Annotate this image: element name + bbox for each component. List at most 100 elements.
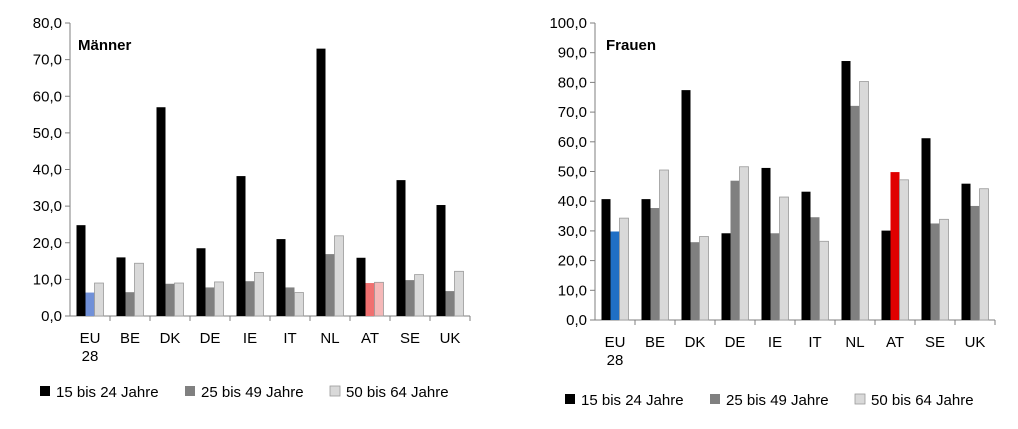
bar-25-bis-49-jahre-uk	[970, 205, 980, 320]
bar-25-bis-49-jahre-it	[810, 217, 820, 320]
x-tick-label-nl: NL	[845, 334, 864, 351]
bar-50-bis-64-jahre-be	[134, 262, 144, 317]
y-tick-label: 40,0	[558, 193, 587, 210]
bar-15-bis-24-jahre-nl	[841, 61, 851, 321]
bar-25-bis-49-jahre-dk	[690, 242, 700, 320]
bar-25-bis-49-jahre-de	[730, 180, 740, 320]
legend-swatch-15-bis-24-jahre	[565, 394, 575, 404]
bar-50-bis-64-jahre-dk	[699, 236, 709, 321]
y-tick-label: 80,0	[558, 74, 587, 91]
x-tick-label-it: IT	[808, 334, 821, 351]
bar-15-bis-24-jahre-nl	[316, 48, 326, 316]
legend-swatch-50-bis-64-jahre	[329, 385, 341, 397]
bar-15-bis-24-jahre-uk	[961, 183, 971, 320]
y-tick-label: 0,0	[41, 308, 62, 325]
x-tick-label-nl: NL	[320, 330, 339, 347]
bar-15-bis-24-jahre-dk	[156, 107, 166, 316]
y-tick-label: 30,0	[33, 198, 62, 215]
y-tick-label: 10,0	[558, 282, 587, 299]
bar-15-bis-24-jahre-it	[801, 191, 811, 320]
bar-50-bis-64-jahre-at	[374, 281, 384, 317]
bar-50-bis-64-jahre-it	[294, 292, 304, 317]
bar-15-bis-24-jahre-ie	[761, 167, 771, 320]
bar-50-bis-64-jahre-ie	[779, 196, 789, 321]
bar-50-bis-64-jahre-se	[414, 274, 424, 317]
y-tick-label: 70,0	[558, 104, 587, 121]
bar-15-bis-24-jahre-ie	[236, 176, 246, 316]
bar-25-bis-49-jahre-ie	[245, 281, 255, 316]
y-tick-label: 20,0	[558, 253, 587, 270]
x-tick-label-de: DE	[200, 330, 221, 347]
y-tick-label: 70,0	[33, 52, 62, 69]
legend-label-25-bis-49-jahre: 25 bis 49 Jahre	[201, 384, 304, 401]
bar-50-bis-64-jahre-ie	[254, 272, 264, 317]
y-tick-label: 50,0	[558, 164, 587, 181]
bar-15-bis-24-jahre-at	[881, 230, 891, 320]
legend-label-15-bis-24-jahre: 15 bis 24 Jahre	[56, 384, 159, 401]
y-tick-label: 0,0	[566, 312, 587, 329]
x-tick-label-de: DE	[725, 334, 746, 351]
bar-15-bis-24-jahre-se	[396, 180, 406, 316]
legend-label-50-bis-64-jahre: 50 bis 64 Jahre	[871, 392, 974, 409]
bar-25-bis-49-jahre-at	[365, 283, 375, 316]
bar-15-bis-24-jahre-it	[276, 239, 286, 316]
bar-15-bis-24-jahre-eu-28	[601, 199, 611, 320]
bar-50-bis-64-jahre-it	[819, 240, 829, 321]
x-tick-label-dk: DK	[160, 330, 181, 347]
x-tick-label-dk: DK	[685, 334, 706, 351]
bar-25-bis-49-jahre-eu-28	[610, 231, 620, 320]
bar-25-bis-49-jahre-it	[285, 287, 295, 316]
bar-25-bis-49-jahre-uk	[445, 291, 455, 316]
bar-25-bis-49-jahre-ie	[770, 233, 780, 320]
y-tick-label: 30,0	[558, 223, 587, 240]
bar-15-bis-24-jahre-se	[921, 138, 931, 320]
bar-15-bis-24-jahre-de	[196, 248, 206, 316]
x-tick-label-ie: IE	[768, 334, 782, 351]
x-tick-label-at: AT	[361, 330, 379, 347]
bar-15-bis-24-jahre-be	[641, 199, 651, 320]
y-tick-label: 80,0	[33, 15, 62, 32]
bar-50-bis-64-jahre-nl	[859, 81, 869, 321]
bar-50-bis-64-jahre-de	[739, 166, 749, 321]
chart-frauen: 0,0 10,0 20,0 30,0 40,0 50,0 60,0 70,0 80,0 90,0 1…	[549, 15, 996, 409]
bar-25-bis-49-jahre-se	[405, 280, 415, 316]
legend-swatch-25-bis-49-jahre	[185, 386, 195, 396]
y-tick-label: 40,0	[33, 162, 62, 179]
x-tick-label-eu-28: EU 28	[80, 330, 101, 365]
y-tick-label: 50,0	[33, 125, 62, 142]
y-tick-label: 100,0	[549, 15, 587, 32]
x-tick-label-uk: UK	[965, 334, 986, 351]
bar-25-bis-49-jahre-dk	[165, 283, 175, 316]
y-tick-label: 60,0	[33, 88, 62, 105]
bar-25-bis-49-jahre-de	[205, 287, 215, 316]
chart-maenner: 0,0 10,0 20,0 30,0 40,0 50,0 60,0 70,0 80,0 EU 28 B…	[33, 15, 471, 401]
x-tick-label-se: SE	[400, 330, 420, 347]
bar-15-bis-24-jahre-de	[721, 233, 731, 320]
bar-25-bis-49-jahre-nl	[850, 105, 860, 320]
bar-25-bis-49-jahre-be	[650, 208, 660, 320]
bar-15-bis-24-jahre-eu-28	[76, 225, 86, 316]
legend-label-25-bis-49-jahre: 25 bis 49 Jahre	[726, 392, 829, 409]
bar-50-bis-64-jahre-nl	[334, 235, 344, 317]
bar-50-bis-64-jahre-eu-28	[619, 217, 629, 321]
x-tick-label-be: BE	[645, 334, 665, 351]
bar-50-bis-64-jahre-be	[659, 169, 669, 321]
x-tick-label-eu-28: EU 28	[605, 334, 626, 369]
bar-50-bis-64-jahre-eu-28	[94, 282, 104, 317]
bar-50-bis-64-jahre-dk	[174, 282, 184, 317]
bar-50-bis-64-jahre-de	[214, 281, 224, 317]
legend-label-15-bis-24-jahre: 15 bis 24 Jahre	[581, 392, 684, 409]
x-tick-label-at: AT	[886, 334, 904, 351]
x-tick-label-ie: IE	[243, 330, 257, 347]
bar-50-bis-64-jahre-se	[939, 218, 949, 321]
bar-15-bis-24-jahre-at	[356, 257, 366, 316]
bar-25-bis-49-jahre-be	[125, 292, 135, 316]
y-tick-label: 20,0	[33, 235, 62, 252]
bar-25-bis-49-jahre-nl	[325, 254, 335, 316]
legend-swatch-15-bis-24-jahre	[40, 386, 50, 396]
legend-swatch-25-bis-49-jahre	[710, 394, 720, 404]
bar-15-bis-24-jahre-be	[116, 257, 126, 316]
bar-50-bis-64-jahre-uk	[454, 270, 464, 317]
x-tick-label-uk: UK	[440, 330, 461, 347]
